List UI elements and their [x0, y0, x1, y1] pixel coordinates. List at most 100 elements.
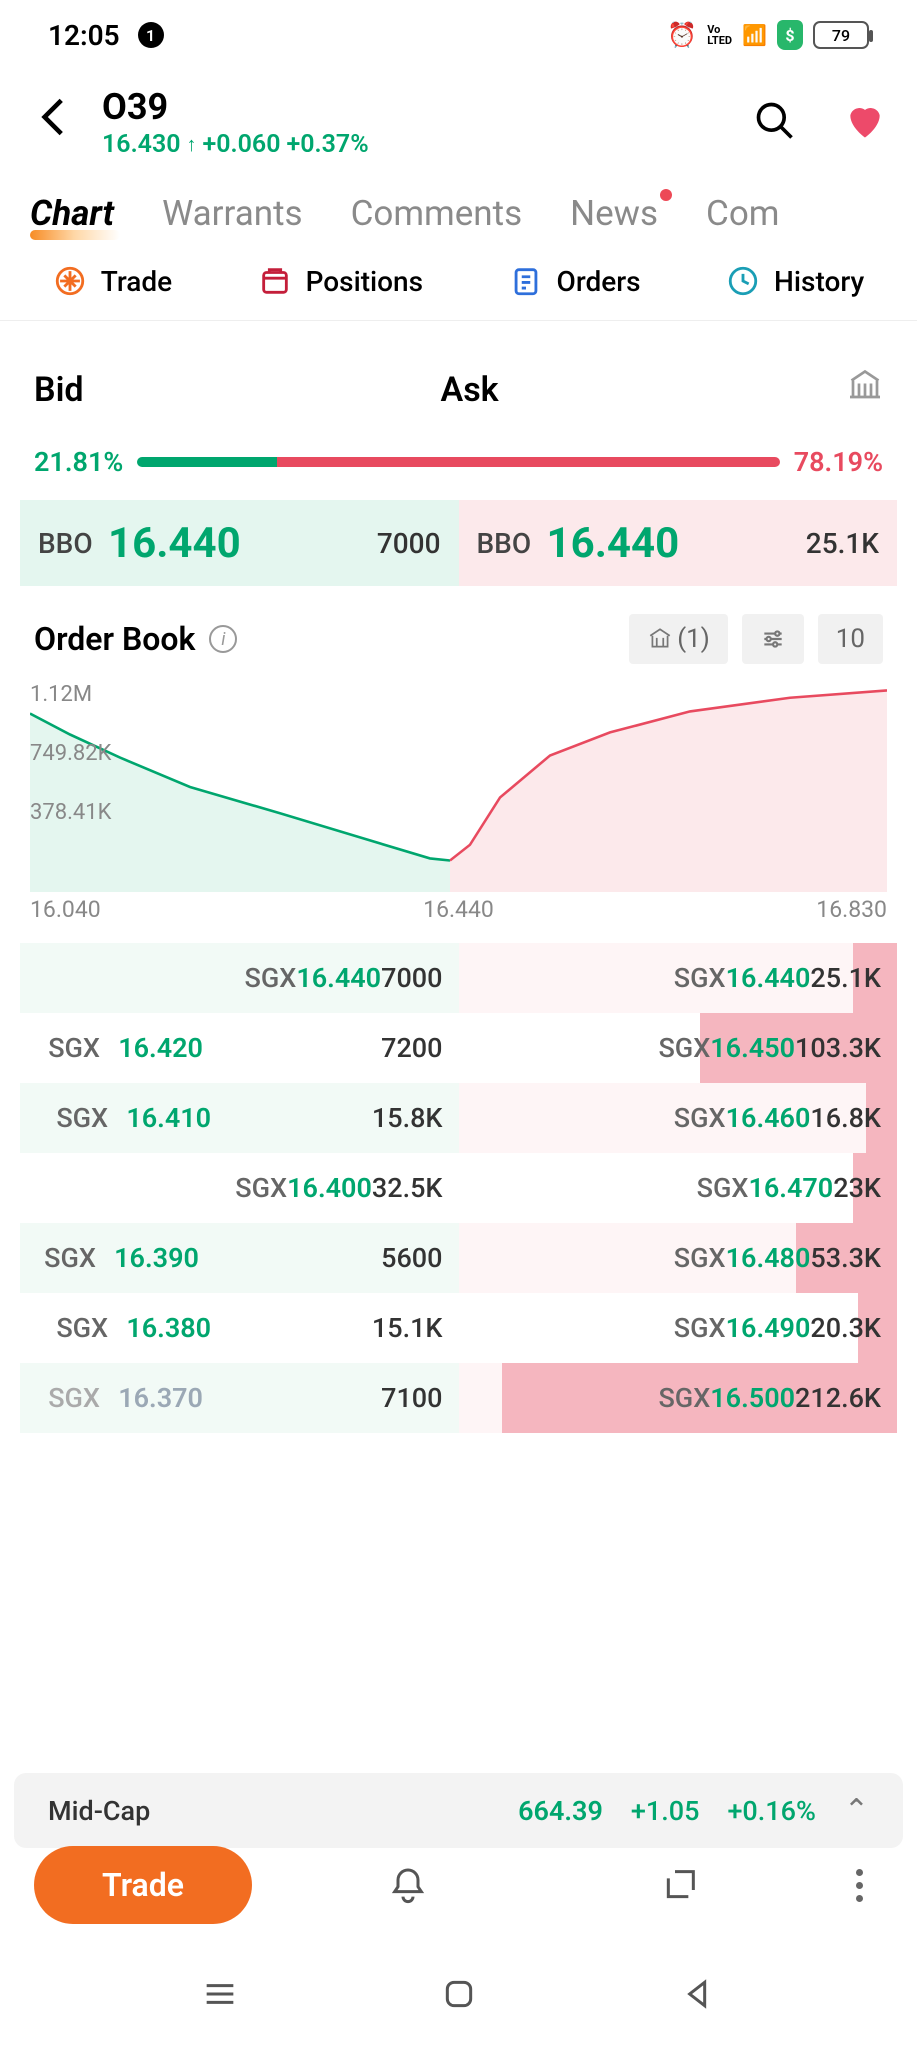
bbo-bid-label: BBO — [38, 527, 108, 560]
current-price: 16.430 — [102, 130, 181, 159]
trade-icon — [53, 264, 87, 298]
institution-filter[interactable]: (1) — [629, 614, 728, 664]
bid-volume: 7200 — [381, 1032, 442, 1064]
depth-selector[interactable]: 10 — [818, 614, 883, 664]
ask-exchange: SGX — [674, 962, 726, 994]
ask-price: 16.500 — [710, 1382, 795, 1414]
price-pct: +0.37% — [287, 130, 369, 159]
bbo-bid-vol: 7000 — [377, 527, 441, 560]
tab-com[interactable]: Com — [706, 193, 779, 234]
orderbook-row[interactable]: SGX16.38015.1KSGX16.49020.3K — [20, 1293, 897, 1363]
orderbook-row[interactable]: SGX16.3905600SGX16.48053.3K — [20, 1223, 897, 1293]
bid-exchange: SGX — [48, 1032, 118, 1064]
more-button[interactable] — [836, 1869, 883, 1902]
index-value: 664.39 — [518, 1795, 603, 1827]
bbo-ask-vol: 25.1K — [806, 527, 879, 560]
bidask-pct-bar: 21.81% 78.19% — [0, 422, 917, 494]
orderbook-rows: SGX16.4407000SGX16.44025.1KSGX16.4207200… — [20, 943, 897, 1433]
bbo-bid-price: 16.440 — [108, 519, 241, 568]
price-arrow-icon: ↑ — [187, 132, 197, 157]
ask-volume: 53.3K — [810, 1242, 881, 1274]
ask-label: Ask — [441, 370, 848, 410]
bbo-ask-label: BBO — [477, 527, 547, 560]
recent-apps-button[interactable] — [200, 1974, 240, 2018]
tab-comments[interactable]: Comments — [351, 193, 523, 234]
ask-volume: 212.6K — [795, 1382, 881, 1414]
bid-exchange: SGX — [245, 962, 297, 994]
sub-actions: Trade Positions Orders History — [0, 242, 917, 321]
favorite-button[interactable] — [843, 99, 887, 147]
subaction-trade[interactable]: Trade — [53, 264, 172, 298]
tab-warrants[interactable]: Warrants — [162, 193, 302, 234]
bbo-ask[interactable]: BBO 16.440 25.1K — [459, 500, 898, 586]
bid-exchange: SGX — [56, 1312, 126, 1344]
bbo-bid[interactable]: BBO 16.440 7000 — [20, 500, 459, 586]
info-icon[interactable]: i — [209, 625, 237, 653]
subaction-positions[interactable]: Positions — [258, 264, 423, 298]
ask-pct: 78.19% — [794, 446, 883, 478]
depth-chart: 1.12M749.82K378.41K — [30, 682, 887, 892]
ask-volume: 25.1K — [810, 962, 881, 994]
tab-chart[interactable]: Chart — [30, 193, 114, 234]
nav-back-button[interactable] — [678, 1974, 718, 2018]
bidask-header: Bid Ask — [0, 321, 917, 422]
ask-exchange: SGX — [674, 1242, 726, 1274]
status-time: 12:05 — [48, 19, 120, 52]
bid-volume: 5600 — [381, 1242, 442, 1274]
battery-indicator: 79 — [813, 21, 869, 49]
ticker-symbol: O39 — [102, 86, 731, 128]
bid-price: 16.440 — [296, 962, 381, 994]
shield-icon: $ — [777, 20, 803, 50]
share-button[interactable] — [564, 1865, 796, 1905]
index-change: +1.05 — [631, 1795, 700, 1827]
bid-volume: 7000 — [381, 962, 442, 994]
search-button[interactable] — [753, 99, 797, 147]
orderbook-row[interactable]: SGX16.40032.5KSGX16.47023K — [20, 1153, 897, 1223]
positions-icon — [258, 264, 292, 298]
bottom-bar: Trade — [0, 1826, 917, 1944]
chart-x-labels: 16.04016.44016.830 — [0, 892, 917, 943]
tab-news[interactable]: News — [570, 193, 658, 234]
ask-exchange: SGX — [674, 1102, 726, 1134]
ask-exchange: SGX — [658, 1032, 710, 1064]
orderbook-row[interactable]: SGX16.4207200SGX16.450103.3K — [20, 1013, 897, 1083]
header: O39 16.430 ↑ +0.060 +0.37% — [0, 70, 917, 175]
bid-exchange: SGX — [48, 1382, 118, 1414]
subaction-orders[interactable]: Orders — [509, 264, 641, 298]
ask-price: 16.470 — [748, 1172, 833, 1204]
institution-icon[interactable] — [847, 367, 883, 412]
bid-pct: 21.81% — [34, 446, 123, 478]
ask-pct-bar — [277, 457, 779, 467]
price-line: 16.430 ↑ +0.060 +0.37% — [102, 130, 731, 159]
ask-exchange: SGX — [674, 1312, 726, 1344]
ask-price: 16.460 — [726, 1102, 811, 1134]
subaction-history[interactable]: History — [726, 264, 864, 298]
alert-button[interactable] — [292, 1865, 524, 1905]
ask-exchange: SGX — [658, 1382, 710, 1414]
main-tabs: Chart Warrants Comments News Com — [0, 175, 917, 242]
bid-volume: 15.1K — [372, 1312, 443, 1344]
home-button[interactable] — [439, 1974, 479, 2018]
bid-volume: 32.5K — [372, 1172, 443, 1204]
ask-price: 16.440 — [726, 962, 811, 994]
orders-icon — [509, 264, 543, 298]
bid-volume: 15.8K — [372, 1102, 443, 1134]
back-button[interactable] — [30, 92, 80, 153]
notification-badge: 1 — [138, 22, 164, 48]
bid-exchange: SGX — [44, 1242, 114, 1274]
ask-price: 16.450 — [710, 1032, 795, 1064]
ask-volume: 20.3K — [810, 1312, 881, 1344]
chevron-up-icon: ⌃ — [844, 1793, 869, 1828]
orderbook-row[interactable]: SGX16.41015.8KSGX16.46016.8K — [20, 1083, 897, 1153]
settings-icon[interactable] — [742, 614, 804, 664]
bid-price: 16.400 — [287, 1172, 372, 1204]
ask-volume: 23K — [833, 1172, 881, 1204]
history-icon — [726, 264, 760, 298]
orderbook-row[interactable]: SGX16.3707100SGX16.500212.6K — [20, 1363, 897, 1433]
signal-icon: 📶 — [742, 23, 767, 47]
orderbook-row[interactable]: SGX16.4407000SGX16.44025.1K — [20, 943, 897, 1013]
alarm-icon: ⏰ — [667, 21, 697, 49]
bid-price: 16.390 — [114, 1242, 224, 1274]
trade-button[interactable]: Trade — [34, 1846, 252, 1924]
bid-price: 16.410 — [126, 1102, 236, 1134]
